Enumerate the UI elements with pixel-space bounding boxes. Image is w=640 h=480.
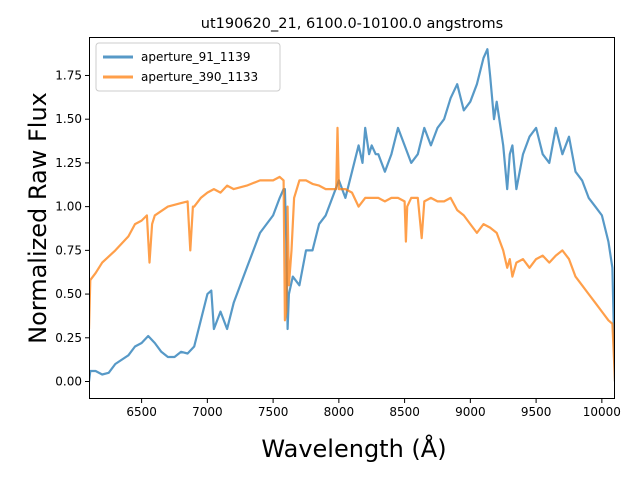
legend: aperture_91_1139 aperture_390_1133	[95, 42, 281, 92]
y-tick-label: 0.25	[55, 331, 82, 345]
y-tick-label: 0.50	[55, 287, 82, 301]
y-tick-label: 0.00	[55, 375, 82, 389]
x-axis-label: Wavelength (Å)	[261, 434, 446, 463]
y-tick-label: 1.00	[55, 200, 82, 214]
x-tick-label: 7500	[258, 405, 289, 419]
y-axis: 0.00 0.25 0.50 0.75 1.00 1.25 1.50 1.75	[55, 68, 89, 389]
legend-label-aperture-390: aperture_390_1133	[141, 70, 258, 84]
x-tick-label: 9500	[521, 405, 552, 419]
series-line-aperture-91-1139	[89, 48, 615, 382]
x-tick-label: 8000	[324, 405, 355, 419]
x-tick-label: 8500	[389, 405, 420, 419]
y-tick-label: 0.75	[55, 243, 82, 257]
series-line-aperture-390-1133	[89, 126, 615, 382]
plot-frame	[89, 37, 615, 399]
chart-title: ut190620_21, 6100.0-10100.0 angstroms	[201, 16, 503, 32]
plot-area	[89, 37, 615, 399]
y-tick-label: 1.50	[55, 112, 82, 126]
y-tick-label: 1.75	[55, 68, 82, 82]
x-tick-label: 6500	[126, 405, 157, 419]
x-tick-label: 10000	[583, 405, 621, 419]
y-axis-label: Normalized Raw Flux	[24, 92, 52, 344]
legend-box	[95, 42, 281, 92]
legend-label-aperture-91: aperture_91_1139	[141, 50, 250, 64]
x-tick-label: 7000	[192, 405, 223, 419]
y-tick-label: 1.25	[55, 156, 82, 170]
x-tick-label: 9000	[455, 405, 486, 419]
series-layer	[89, 48, 615, 382]
x-axis: 6500 7000 7500 8000 8500 9000 9500 10000	[126, 399, 621, 419]
